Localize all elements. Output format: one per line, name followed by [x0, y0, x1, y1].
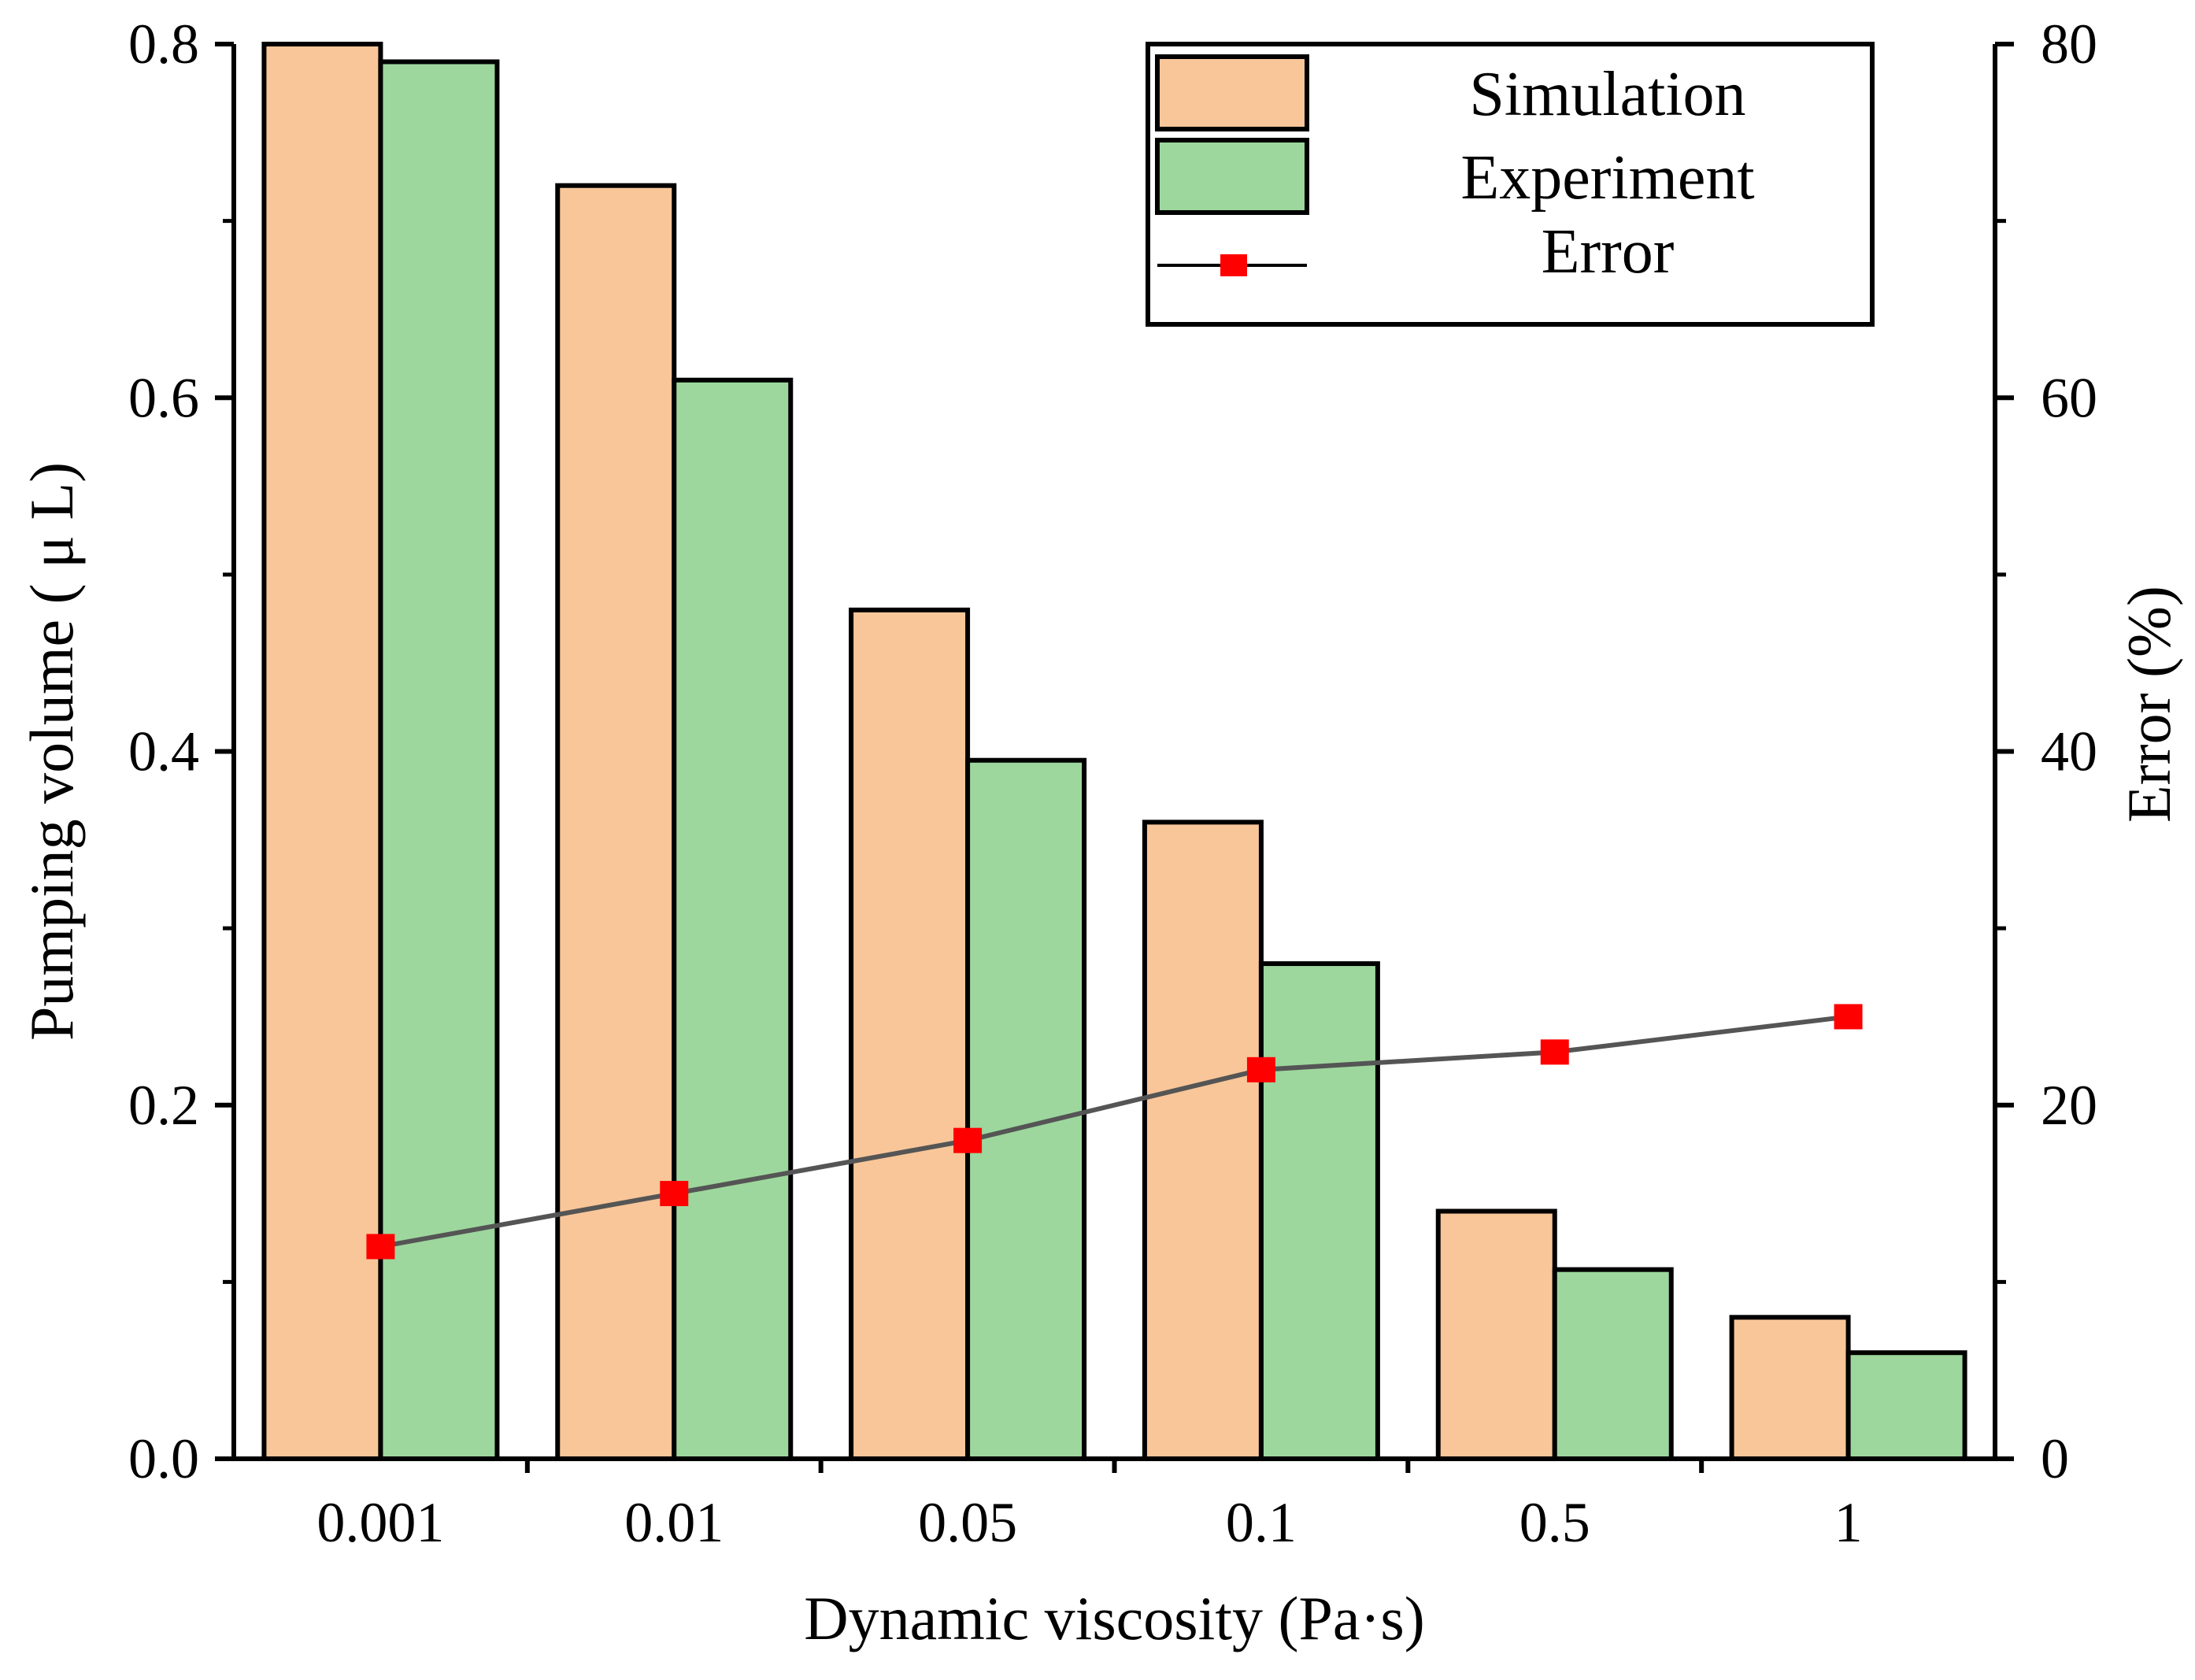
- bar-experiment-2: [965, 757, 1087, 1461]
- error-marker-2: [953, 1127, 983, 1153]
- right-tick-label: 60: [2041, 366, 2097, 429]
- right-tick-label: 40: [2041, 720, 2097, 783]
- legend-swatch-simulation: [1155, 54, 1309, 131]
- error-marker-5: [1834, 1004, 1863, 1030]
- left-tick-label: 0.6: [128, 366, 199, 429]
- error-marker-3: [1246, 1056, 1275, 1082]
- bar-simulation-0: [261, 42, 383, 1461]
- x-tick-label: 0.01: [624, 1491, 724, 1554]
- bar-simulation-1: [555, 183, 677, 1462]
- bar-experiment-3: [1258, 961, 1380, 1462]
- error-line-group: [366, 1004, 1863, 1260]
- bars-group: [261, 42, 1967, 1462]
- right-tick-label: 0: [2041, 1427, 2069, 1490]
- left-tick-label: 0.4: [128, 720, 199, 783]
- x-axis-title: Dynamic viscosity (Pa·s): [804, 1584, 1425, 1652]
- bar-experiment-5: [1845, 1350, 1967, 1461]
- x-tick-label: 0.001: [316, 1491, 444, 1554]
- left-tick-label: 0.0: [128, 1427, 199, 1490]
- left-tick-label: 0.2: [128, 1074, 199, 1137]
- x-tick-label: 0.5: [1519, 1491, 1590, 1554]
- legend-label-0: Simulation: [1469, 60, 1745, 129]
- bar-experiment-4: [1552, 1267, 1674, 1461]
- x-tick-label: 0.05: [918, 1491, 1017, 1554]
- right-tick-label: 80: [2041, 13, 2097, 76]
- right-tick-label: 20: [2041, 1074, 2097, 1137]
- legend-label-2: Error: [1542, 217, 1675, 287]
- bar-simulation-3: [1142, 820, 1264, 1461]
- error-marker-0: [366, 1234, 395, 1260]
- y2-axis-title: Error (%): [2115, 586, 2183, 823]
- error-marker-4: [1540, 1039, 1569, 1065]
- bar-experiment-1: [672, 377, 794, 1462]
- bar-simulation-4: [1435, 1208, 1557, 1462]
- x-tick-label: 0.1: [1226, 1491, 1297, 1554]
- bar-experiment-0: [378, 59, 500, 1461]
- legend-marker-error: [1220, 254, 1247, 276]
- bar-simulation-5: [1729, 1315, 1851, 1462]
- legend-label-1: Experiment: [1460, 143, 1754, 213]
- error-line: [379, 1014, 1849, 1249]
- error-marker-1: [660, 1181, 689, 1207]
- axes-group: 0.0 0.2 0.4 0.6 0.8 0 20 40 60 80 0.001 0.01 0.05 0.1…: [17, 13, 2183, 1652]
- y-axis-title: Pumping volume ( μ L): [17, 462, 86, 1041]
- legend-swatch-experiment: [1155, 138, 1309, 215]
- bar-simulation-2: [849, 607, 971, 1461]
- x-tick-label: 1: [1834, 1491, 1863, 1554]
- left-tick-label: 0.8: [128, 13, 199, 76]
